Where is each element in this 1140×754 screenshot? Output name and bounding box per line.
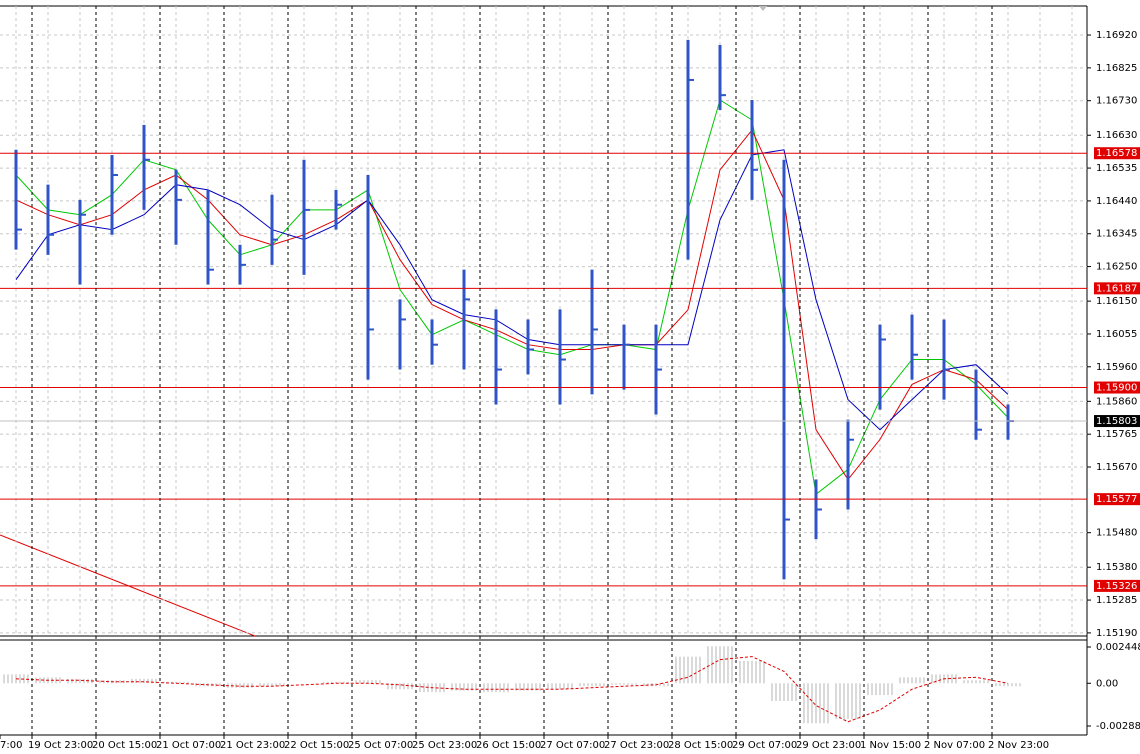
x-tick-label: 27 Oct 23:00 bbox=[604, 740, 669, 751]
x-tick-label: 29 Oct 07:00 bbox=[732, 740, 797, 751]
level-label-box bbox=[1094, 147, 1140, 160]
y-tick-label: 1.15960 bbox=[1096, 362, 1137, 373]
y-tick-label: 1.16150 bbox=[1096, 296, 1137, 307]
y-tick-label: 1.15380 bbox=[1096, 562, 1137, 573]
level-label-box bbox=[1094, 381, 1140, 394]
current-price-label: 1.15803 bbox=[1096, 416, 1137, 427]
y-tick-label: 0.00 bbox=[1096, 678, 1118, 689]
level-label: 1.15577 bbox=[1096, 494, 1137, 505]
moving-average bbox=[15, 129, 1009, 481]
x-tick-label: 25 Oct 23:00 bbox=[412, 740, 477, 751]
y-tick-label: 1.16535 bbox=[1096, 163, 1137, 174]
y-tick-label: 1.15670 bbox=[1096, 462, 1137, 473]
y-tick-label: 1.16630 bbox=[1096, 130, 1137, 141]
y-tick-label: 1.15860 bbox=[1096, 396, 1137, 407]
y-tick-label: 1.16345 bbox=[1096, 229, 1137, 240]
level-label-box bbox=[1094, 282, 1140, 295]
y-tick-label: 1.15765 bbox=[1096, 429, 1137, 440]
x-tick-label: 19 Oct 23:00 bbox=[28, 740, 93, 751]
y-tick-label: -0.002885 bbox=[1096, 721, 1140, 732]
y-tick-label: 1.16250 bbox=[1096, 262, 1137, 273]
signal-line bbox=[15, 656, 1009, 723]
x-tick-label: 28 Oct 15:00 bbox=[668, 740, 733, 751]
level-label: 1.15326 bbox=[1096, 581, 1137, 592]
y-tick-label: 1.16920 bbox=[1096, 30, 1137, 41]
y-tick-label: 1.16440 bbox=[1096, 196, 1137, 207]
x-tick-label: 20 Oct 15:00 bbox=[92, 740, 157, 751]
x-tick-label: 21 Oct 23:00 bbox=[220, 740, 285, 751]
level-label: 1.16578 bbox=[1096, 148, 1137, 159]
y-tick-label: 1.15285 bbox=[1096, 595, 1137, 606]
level-label-box bbox=[1094, 579, 1140, 592]
x-tick-label: 7:00 bbox=[0, 740, 22, 751]
level-label-box bbox=[1094, 493, 1140, 506]
y-tick-label: 1.16825 bbox=[1096, 63, 1137, 74]
x-tick-label: 26 Oct 15:00 bbox=[476, 740, 541, 751]
y-tick-label: 1.16730 bbox=[1096, 96, 1137, 107]
y-tick-label: 1.15190 bbox=[1096, 628, 1137, 639]
x-tick-label: 22 Oct 15:00 bbox=[284, 740, 349, 751]
level-label: 1.16187 bbox=[1096, 283, 1137, 294]
x-tick-label: 29 Oct 23:00 bbox=[796, 740, 861, 751]
x-tick-label: 25 Oct 07:00 bbox=[348, 740, 413, 751]
y-tick-label: 1.16055 bbox=[1096, 329, 1137, 340]
y-tick-label: 0.002448 bbox=[1096, 642, 1140, 653]
moving-average bbox=[15, 149, 1009, 431]
x-tick-label: 27 Oct 07:00 bbox=[540, 740, 605, 751]
x-tick-label: 21 Oct 07:00 bbox=[156, 740, 221, 751]
x-tick-label: 1 Nov 15:00 bbox=[860, 740, 921, 751]
y-tick-label: 1.15480 bbox=[1096, 528, 1137, 539]
x-tick-label: 2 Nov 23:00 bbox=[988, 740, 1049, 751]
x-tick-label: 2 Nov 07:00 bbox=[924, 740, 985, 751]
moving-average bbox=[15, 99, 1009, 496]
level-label: 1.15900 bbox=[1096, 383, 1137, 394]
shift-marker bbox=[759, 6, 767, 11]
current-price-box bbox=[1094, 415, 1140, 428]
